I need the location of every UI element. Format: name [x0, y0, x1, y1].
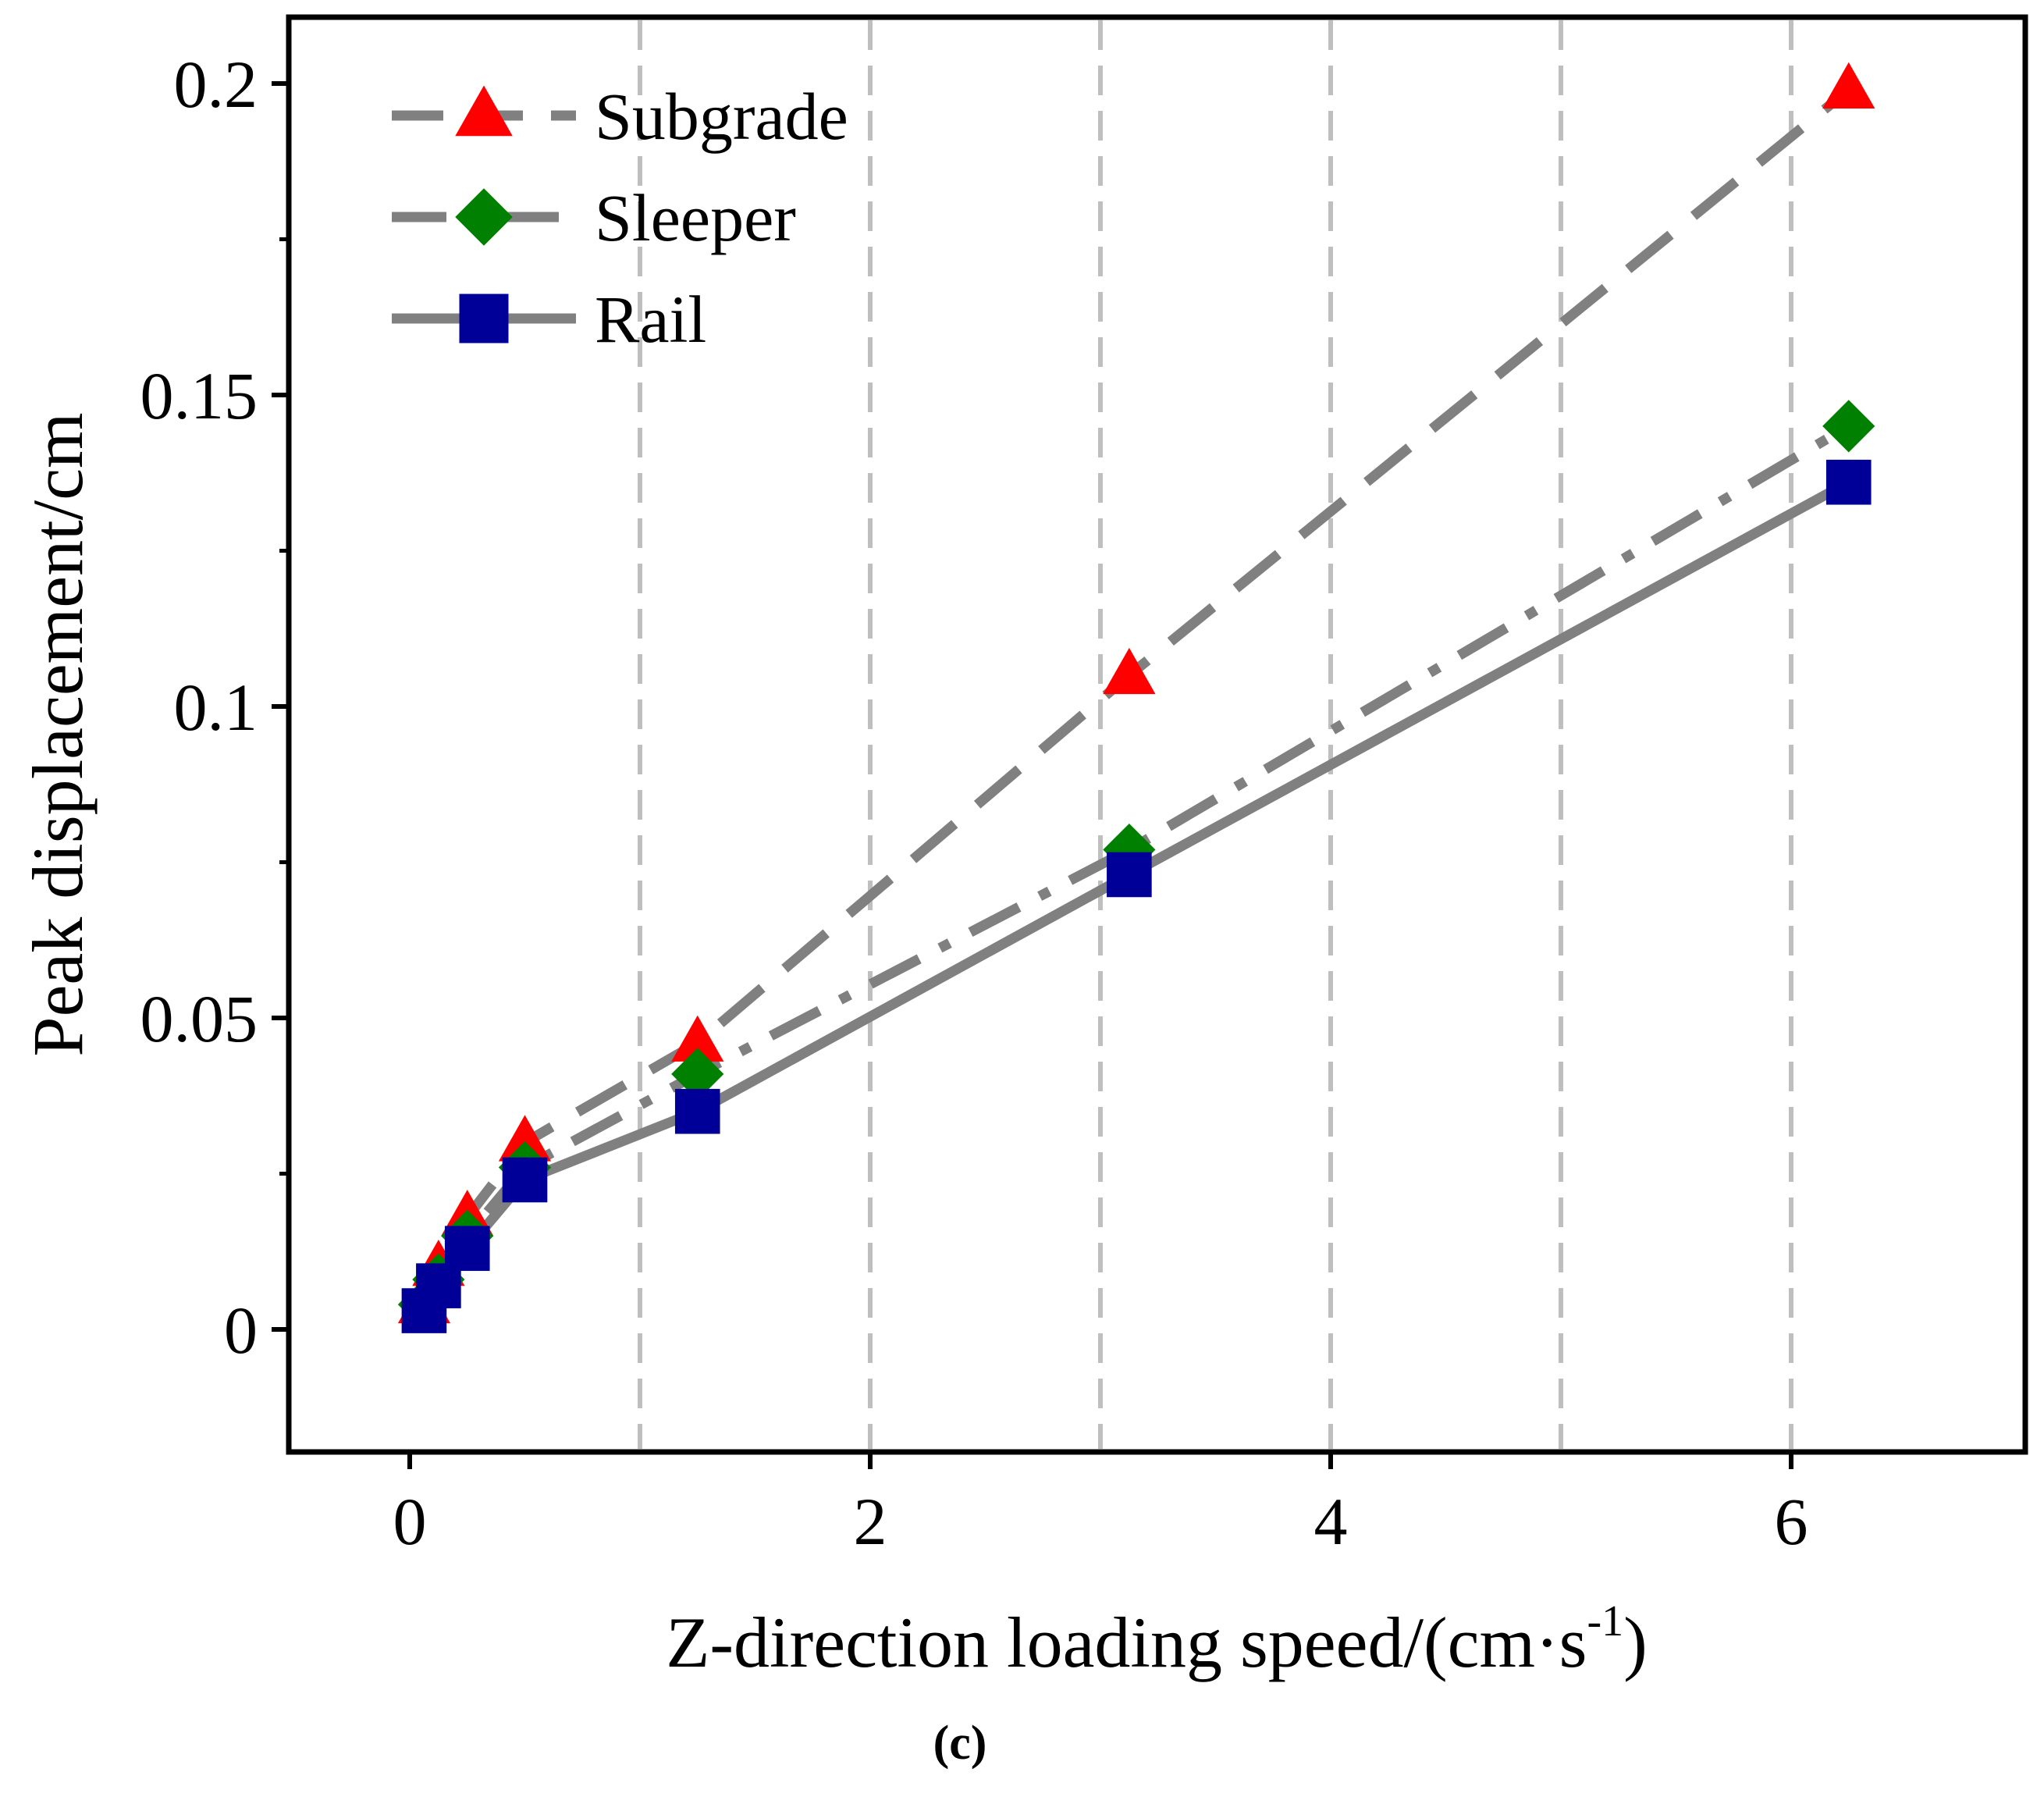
y-tick-label-0.1: 0.1	[174, 670, 258, 745]
data-point-subgrade-6	[1822, 62, 1875, 109]
grid-layer	[638, 20, 1793, 1449]
x-axis-title: Z-direction loading speed/(cm·s-1)	[666, 1597, 1648, 1682]
data-point-rail-6	[1825, 459, 1872, 505]
legend-label-subgrade: Subgrade	[595, 79, 848, 154]
y-tick-label-0.2: 0.2	[174, 47, 258, 122]
legend-marker-sleeper	[455, 188, 513, 246]
x-axis-title-superscript: -1	[1587, 1597, 1623, 1646]
axis-layer: 0 2 4 6 0 0.05 0.1 0.15 0.2	[140, 47, 1808, 1559]
legend-label-rail: Rail	[595, 282, 706, 357]
data-point-rail-2	[444, 1226, 490, 1272]
data-point-sleeper-4	[671, 1048, 724, 1101]
y-tick-label-0: 0	[224, 1293, 258, 1368]
x-axis-title-end: )	[1623, 1603, 1648, 1682]
data-point-sleeper-6	[1822, 400, 1875, 453]
panel-label: (c)	[933, 1717, 987, 1770]
legend-marker-subgrade	[455, 85, 513, 137]
data-point-rail-5	[1107, 852, 1152, 898]
legend-marker-rail	[459, 294, 509, 343]
y-axis-title: Peak displacement/cm	[18, 412, 98, 1056]
data-point-rail-4	[674, 1088, 720, 1134]
series-layer	[397, 62, 1875, 1333]
legend-label-sleeper: Sleeper	[595, 180, 796, 255]
x-tick-label-4: 4	[1314, 1484, 1348, 1559]
data-point-subgrade-4	[671, 1015, 724, 1062]
plot-frame	[286, 14, 2028, 1455]
data-point-subgrade-5	[1103, 647, 1156, 695]
y-tick-label-0.05: 0.05	[140, 981, 258, 1056]
y-tick-label-0.15: 0.15	[140, 358, 258, 433]
x-tick-label-6: 6	[1775, 1484, 1808, 1559]
data-point-rail-3	[502, 1157, 548, 1203]
x-tick-label-0: 0	[393, 1484, 427, 1559]
legend-layer: Subgrade Sleeper Rail	[392, 79, 848, 357]
data-point-subgrade-3	[498, 1115, 552, 1162]
x-axis-title-main: Z-direction loading speed/(cm·s	[666, 1603, 1587, 1682]
x-tick-label-2: 2	[854, 1484, 887, 1559]
